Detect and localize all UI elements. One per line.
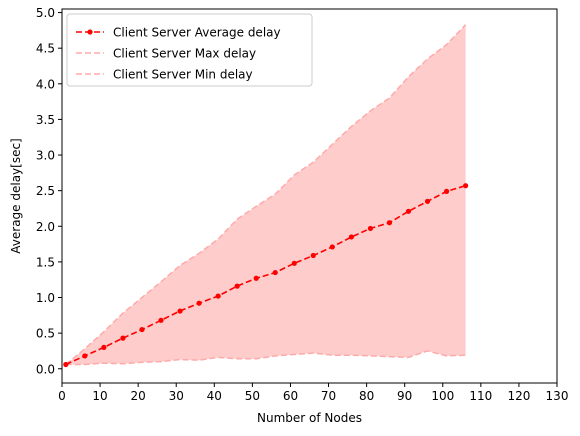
y-tick-label: 0.5 bbox=[36, 327, 55, 341]
average-delay-point bbox=[139, 326, 145, 333]
average-delay-point bbox=[234, 283, 240, 289]
average-delay-point bbox=[310, 252, 316, 259]
legend-label: Client Server Min delay bbox=[113, 68, 253, 82]
x-tick-label: 10 bbox=[92, 389, 107, 403]
average-delay-point bbox=[348, 234, 354, 240]
y-tick-label: 2.0 bbox=[36, 220, 55, 234]
shaded-range bbox=[65, 24, 466, 365]
x-axis-label: Number of Nodes bbox=[257, 411, 362, 425]
y-tick-label: 0.0 bbox=[36, 362, 55, 376]
x-tick-label: 50 bbox=[245, 389, 260, 403]
average-delay-point bbox=[329, 244, 335, 250]
max-delay-line bbox=[65, 24, 467, 366]
y-tick-label: 1.0 bbox=[36, 291, 55, 305]
average-delay-point bbox=[291, 260, 297, 266]
average-delay-point bbox=[272, 269, 278, 276]
average-delay-point bbox=[463, 183, 469, 189]
y-tick-label: 3.5 bbox=[36, 113, 55, 127]
average-delay-point bbox=[82, 353, 88, 359]
y-axis-label: Average delay[sec] bbox=[9, 138, 23, 253]
y-tick-label: 5.0 bbox=[36, 6, 55, 20]
legend-label: Client Server Max delay bbox=[113, 47, 256, 61]
legend-box bbox=[66, 13, 313, 87]
y-axis-ticks: 0.0 0.5 1.0 1.5 2.0 2.5 3.0 3.5 4.0 4.5 5.0 bbox=[36, 6, 62, 376]
average-delay-point bbox=[215, 293, 221, 299]
x-tick-label: 60 bbox=[283, 389, 298, 403]
plot-frame bbox=[61, 8, 558, 384]
average-delay-point bbox=[405, 208, 412, 214]
x-tick-label: 0 bbox=[58, 389, 66, 403]
y-tick-label: 4.5 bbox=[36, 42, 55, 56]
x-axis-ticks: 0 10 20 30 40 50 60 70 80 90 100 110 120 130 bbox=[58, 383, 568, 403]
legend-marker bbox=[87, 29, 93, 35]
y-tick-label: 4.0 bbox=[36, 77, 55, 91]
x-tick-label: 70 bbox=[321, 389, 336, 403]
legend-label: Client Server Average delay bbox=[113, 26, 281, 40]
x-tick-label: 40 bbox=[207, 389, 222, 403]
average-delay-point bbox=[443, 188, 450, 194]
average-delay-point bbox=[367, 225, 374, 232]
x-tick-label: 110 bbox=[469, 389, 492, 403]
min-delay-line bbox=[65, 350, 466, 366]
x-tick-label: 20 bbox=[131, 389, 146, 403]
x-tick-label: 120 bbox=[507, 389, 530, 403]
average-delay-point bbox=[253, 275, 259, 281]
average-delay-point bbox=[120, 335, 126, 341]
y-tick-label: 3.0 bbox=[36, 149, 55, 163]
average-delay-line bbox=[65, 184, 466, 366]
y-tick-label: 2.5 bbox=[36, 184, 55, 198]
average-delay-point bbox=[177, 308, 183, 314]
legend: Client Server Average delay Client Server… bbox=[66, 13, 313, 87]
average-delay-point bbox=[386, 220, 393, 226]
max-min-band bbox=[65, 24, 466, 365]
average-delay-point bbox=[63, 361, 69, 368]
x-tick-label: 30 bbox=[169, 389, 184, 403]
average-delay-point bbox=[424, 198, 431, 204]
average-delay-point bbox=[196, 300, 202, 306]
x-tick-label: 80 bbox=[359, 389, 374, 403]
x-tick-label: 100 bbox=[431, 389, 454, 403]
y-tick-label: 1.5 bbox=[36, 255, 55, 269]
series-lines bbox=[63, 24, 469, 368]
x-tick-label: 90 bbox=[397, 389, 412, 403]
average-delay-point bbox=[101, 344, 107, 350]
average-delay-point bbox=[158, 317, 164, 323]
x-tick-label: 130 bbox=[546, 389, 569, 403]
